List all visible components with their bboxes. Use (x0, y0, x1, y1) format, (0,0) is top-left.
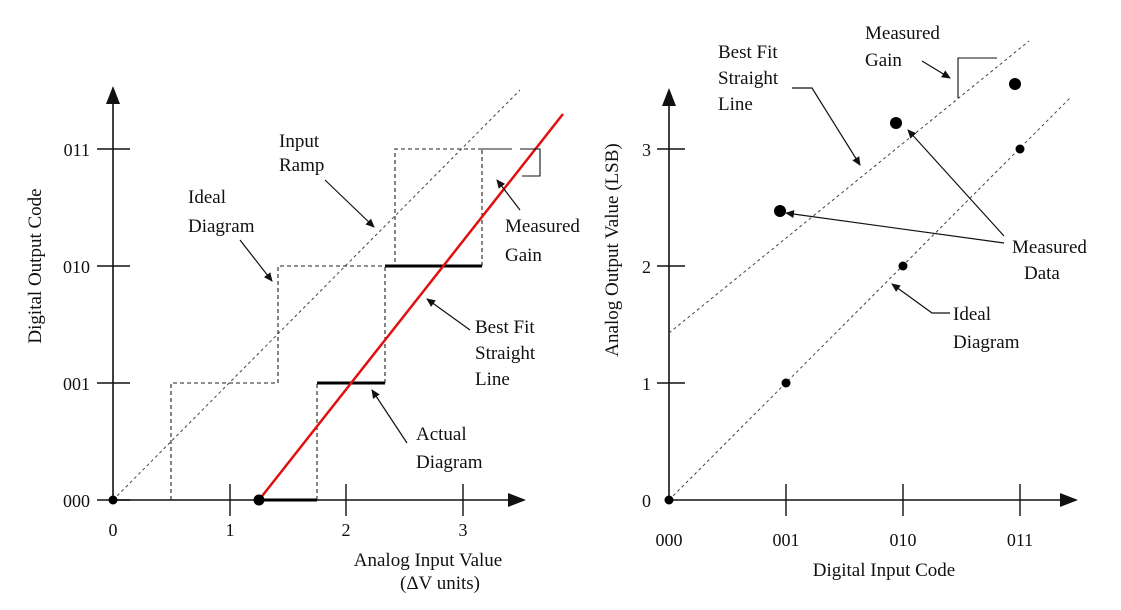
left-x-tick-label: 3 (459, 520, 468, 540)
left-y-tick-label: 001 (63, 374, 90, 394)
origin-dot (108, 495, 118, 505)
right-ideal-diagram-label: Diagram (953, 332, 1020, 353)
measured-data-point (1009, 78, 1021, 90)
left-x-axis-title: Analog Input Value (354, 550, 502, 571)
right-y-tick-label: 2 (642, 257, 651, 277)
actual-diagram-label: Actual (416, 424, 467, 445)
right-y-tick-label: 0 (642, 491, 651, 511)
right-y-axis-arrowhead (662, 88, 676, 106)
ideal-point (664, 495, 674, 505)
best-fit-dashed-line (668, 40, 1030, 334)
right-x-tick-label: 001 (773, 530, 800, 550)
right-measured-gain-bracket (957, 57, 997, 98)
right-x-axis-title: Digital Input Code (813, 560, 955, 581)
right-y-tick-label: 3 (642, 140, 651, 160)
right-best-fit-label: Best Fit (718, 42, 778, 63)
measured-gain-label: Measured (505, 216, 580, 237)
left-panel-adc: 000 001 010 011 0 1 2 3 Digital Output C… (25, 86, 580, 594)
measured-gain-bracket (520, 148, 541, 177)
input-ramp-line (112, 89, 521, 501)
ideal-diagram-label: Diagram (188, 216, 255, 237)
ideal-staircase (170, 148, 512, 500)
left-x-tick-label: 2 (342, 520, 351, 540)
best-fit-label: Straight (475, 343, 536, 364)
left-y-axis-title: Digital Output Code (25, 188, 46, 343)
right-y-tick-label: 1 (642, 374, 651, 394)
left-x-tick-label: 1 (226, 520, 235, 540)
right-best-fit-label: Straight (718, 68, 779, 89)
left-x-tick-label: 0 (109, 520, 118, 540)
input-ramp-label: Input (279, 131, 320, 152)
actual-start-dot (253, 494, 265, 506)
right-ideal-diagram-label: Ideal (953, 304, 991, 325)
best-fit-label: Line (475, 369, 510, 390)
measured-data-point (890, 117, 902, 129)
right-measured-gain-label: Gain (865, 50, 902, 71)
measured-data-label: Data (1024, 263, 1060, 284)
measured-data-label: Measured (1012, 237, 1087, 258)
best-fit-arrow (426, 298, 471, 331)
ideal-line (668, 96, 1072, 501)
ideal-diagram-label: Ideal (188, 187, 226, 208)
right-x-tick-label: 011 (1007, 530, 1033, 550)
ideal-point (1015, 144, 1025, 154)
right-x-axis-arrowhead (1060, 493, 1078, 507)
left-y-tick-label: 011 (64, 140, 90, 160)
left-y-axis-arrowhead (106, 86, 120, 104)
measured-gain-arrow (496, 179, 521, 211)
left-x-axis-subtitle: (ΔV units) (400, 573, 480, 594)
right-ideal-diagram-arrow (891, 283, 950, 314)
ideal-point (898, 261, 908, 271)
right-measured-gain-arrow (921, 60, 951, 79)
right-best-fit-arrow (792, 87, 861, 166)
ideal-point (781, 378, 791, 388)
measured-data-point (774, 205, 786, 217)
right-y-axis-title: Analog Output Value (LSB) (602, 143, 623, 356)
measured-data-arrow (785, 210, 1005, 244)
input-ramp-label: Ramp (279, 155, 324, 176)
ideal-diagram-arrow (239, 239, 273, 282)
right-measured-gain-label: Measured (865, 23, 940, 44)
left-y-tick-label: 010 (63, 257, 90, 277)
best-fit-label: Best Fit (475, 317, 535, 338)
actual-diagram-label: Diagram (416, 452, 483, 473)
right-best-fit-label: Line (718, 94, 753, 115)
input-ramp-arrow (324, 179, 375, 228)
best-fit-line (258, 113, 564, 501)
measured-data-arrow (907, 129, 1005, 237)
actual-diagram-arrow (371, 389, 408, 444)
left-x-axis-arrowhead (508, 493, 526, 507)
right-x-tick-label: 010 (890, 530, 917, 550)
left-y-tick-label: 000 (63, 491, 90, 511)
measured-gain-label: Gain (505, 245, 542, 266)
right-panel-dac: 0 1 2 3 000 001 010 011 Analog Output Va… (602, 23, 1087, 581)
right-x-tick-label: 000 (656, 530, 683, 550)
